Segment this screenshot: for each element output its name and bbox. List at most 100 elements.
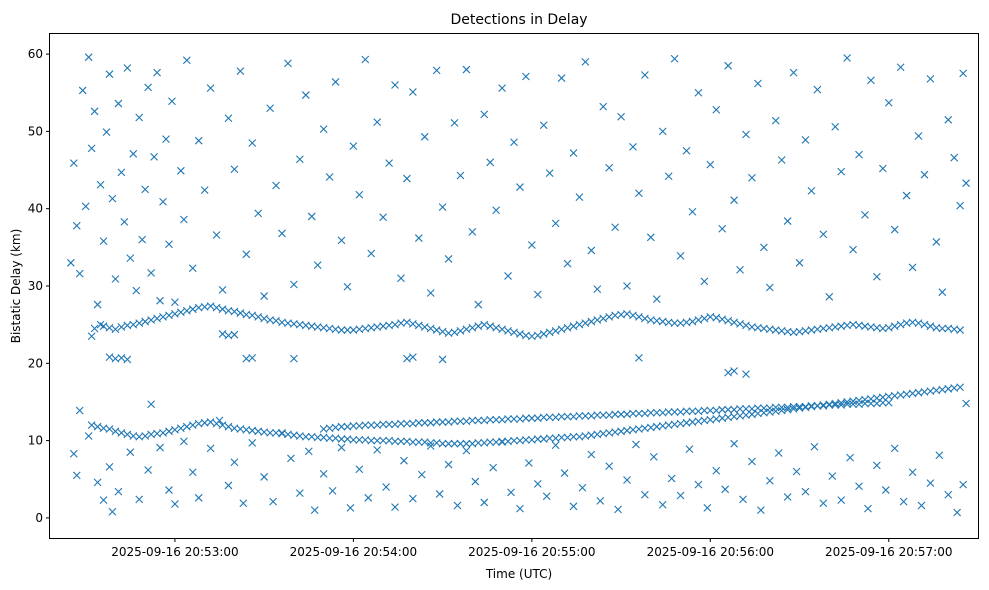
scatter-point — [605, 462, 614, 470]
scatter-point — [319, 125, 328, 133]
scatter-point — [150, 153, 158, 161]
scatter-point — [171, 425, 179, 434]
scatter-point — [144, 83, 153, 92]
scatter-point — [557, 325, 566, 334]
scatter-point — [551, 219, 560, 228]
scatter-point — [468, 323, 477, 332]
scatter-point — [391, 437, 399, 446]
scatter-point — [159, 313, 167, 321]
scatter-point — [688, 407, 697, 416]
x-tick-label: 2025-09-16 20:57:00 — [825, 545, 952, 559]
scatter-point — [206, 302, 215, 310]
y-tick-label: 20 — [28, 356, 43, 370]
scatter-point — [114, 99, 123, 108]
scatter-point — [486, 322, 495, 331]
scatter-point — [188, 421, 197, 430]
scatter-point — [828, 472, 837, 481]
scatter-point — [188, 305, 197, 314]
scatter-point — [539, 413, 548, 422]
scatter-point — [126, 254, 135, 263]
scatter-point — [736, 319, 744, 328]
scatter-point — [96, 180, 105, 189]
scatter-point — [218, 421, 227, 430]
scatter-point — [632, 440, 640, 449]
scatter-point — [450, 439, 459, 448]
scatter-point — [765, 283, 774, 292]
scatter-point — [218, 305, 227, 314]
scatter-point — [179, 215, 188, 224]
scatter-point — [920, 320, 929, 329]
scatter-point — [629, 311, 637, 320]
scatter-point — [313, 433, 322, 442]
scatter-point — [230, 307, 239, 316]
scatter-point — [507, 488, 515, 497]
scatter-point — [774, 449, 783, 457]
scatter-point — [569, 322, 578, 331]
scatter-point — [959, 69, 968, 78]
scatter-point — [754, 79, 762, 88]
scatter-point — [171, 298, 179, 307]
scatter-point — [84, 53, 93, 62]
scatter-point — [759, 243, 768, 252]
scatter-point — [200, 186, 209, 195]
scatter-point — [188, 264, 197, 273]
scatter-point — [408, 319, 417, 328]
scatter-point — [414, 418, 423, 427]
scatter-point — [938, 324, 947, 333]
scatter-point — [301, 432, 310, 441]
scatter-point — [462, 446, 471, 455]
scatter-point — [724, 61, 733, 70]
scatter-point — [179, 437, 188, 446]
scatter-point — [87, 144, 96, 153]
scatter-point — [373, 118, 382, 127]
scatter-point — [99, 496, 108, 505]
scatter-point — [890, 322, 899, 331]
scatter-point — [640, 490, 649, 499]
scatter-point — [884, 398, 893, 407]
scatter-point — [224, 422, 233, 431]
scatter-point — [367, 249, 376, 258]
scatter-point — [260, 473, 269, 481]
scatter-point — [141, 432, 150, 440]
scatter-point — [126, 448, 135, 457]
scatter-point — [596, 497, 605, 505]
scatter-point — [287, 454, 295, 463]
scatter-point — [171, 309, 179, 318]
scatter-point — [123, 64, 132, 72]
scatter-point — [272, 316, 280, 325]
scatter-point — [87, 332, 96, 341]
scatter-point — [736, 405, 744, 413]
scatter-point — [450, 328, 459, 337]
scatter-point — [831, 401, 840, 409]
scatter-point — [944, 490, 953, 499]
scatter-point — [420, 323, 429, 331]
scatter-point — [712, 105, 721, 114]
scatter-point — [712, 466, 721, 475]
scatter-point — [162, 135, 170, 144]
scatter-point — [730, 439, 738, 448]
scatter-point — [504, 272, 512, 280]
scatter-point — [783, 217, 792, 225]
scatter-point — [117, 323, 126, 331]
scatter-point — [474, 300, 483, 309]
scatter-point — [295, 489, 304, 498]
scatter-point — [337, 236, 346, 245]
scatter-point — [849, 245, 857, 254]
y-tick-label: 40 — [28, 202, 43, 216]
scatter-point — [403, 354, 411, 363]
scatter-point — [72, 471, 81, 480]
scatter-point — [408, 494, 417, 503]
scatter-point — [218, 330, 227, 338]
scatter-point — [278, 229, 286, 238]
scatter-point — [959, 480, 968, 489]
scatter-point — [408, 353, 417, 362]
scatter-point — [438, 327, 447, 336]
scatter-point — [896, 320, 905, 329]
scatter-point — [260, 292, 269, 300]
scatter-point — [272, 181, 280, 190]
scatter-point — [426, 289, 435, 297]
scatter-point — [355, 190, 364, 199]
scatter-point — [471, 477, 480, 486]
scatter-point — [188, 468, 197, 477]
scatter-point — [414, 438, 423, 447]
